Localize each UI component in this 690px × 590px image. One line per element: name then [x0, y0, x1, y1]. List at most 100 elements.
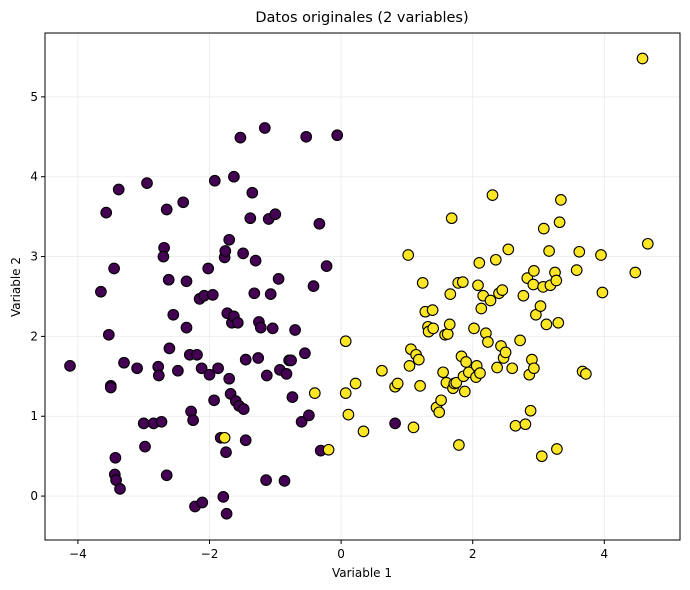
scatter-point-cluster-0 — [320, 260, 333, 272]
scatter-point-cluster-1 — [218, 431, 231, 444]
scatter-point-cluster-0 — [104, 381, 117, 394]
scatter-point-cluster-1 — [527, 278, 540, 291]
scatter-point-cluster-1 — [444, 288, 457, 300]
scatter-point-cluster-1 — [509, 419, 522, 432]
scatter-point-cluster-0 — [389, 417, 401, 430]
scatter-point-cluster-1 — [450, 376, 463, 389]
scatter-point-cluster-1 — [535, 450, 548, 463]
scatter-point-cluster-1 — [475, 302, 488, 315]
scatter-point-cluster-0 — [260, 369, 273, 382]
chart-title: Datos originales (2 variables) — [255, 10, 468, 26]
scatter-point-cluster-1 — [435, 394, 447, 407]
scatter-point-cluster-0 — [172, 364, 184, 377]
scatter-point-cluster-0 — [196, 496, 209, 509]
scatter-point-cluster-0 — [228, 170, 240, 183]
scatter-point-cluster-0 — [203, 368, 216, 381]
scatter-point-cluster-0 — [191, 348, 203, 361]
scatter-point-cluster-1 — [502, 243, 515, 256]
scatter-point-cluster-1 — [407, 421, 420, 434]
scatter-point-cluster-0 — [249, 254, 262, 267]
x-tick-label: 4 — [601, 547, 609, 561]
scatter-point-cluster-1 — [540, 318, 553, 331]
scatter-point-cluster-1 — [460, 356, 472, 368]
scatter-point-cluster-0 — [139, 440, 151, 453]
scatter-point-cluster-0 — [239, 434, 252, 447]
scatter-point-cluster-0 — [220, 507, 233, 520]
scatter-point-cluster-1 — [573, 245, 586, 258]
scatter-point-cluster-0 — [217, 491, 230, 503]
scatter-point-cluster-0 — [155, 415, 168, 428]
scatter-point-cluster-0 — [157, 250, 170, 263]
scatter-point-cluster-1 — [458, 385, 471, 398]
scatter-point-cluster-0 — [299, 347, 311, 360]
scatter-point-cluster-1 — [339, 335, 352, 348]
y-tick-label: 0 — [30, 489, 38, 503]
scatter-point-cluster-0 — [187, 414, 199, 427]
x-axis-label: Variable 1 — [332, 566, 392, 580]
scatter-point-cluster-1 — [427, 322, 440, 335]
scatter-point-cluster-0 — [64, 360, 76, 372]
grid-lines — [45, 33, 680, 540]
scatter-point-cluster-0 — [208, 394, 220, 407]
scatter-point-cluster-1 — [595, 249, 607, 261]
scatter-point-cluster-0 — [206, 289, 219, 301]
scatter-point-cluster-1 — [376, 364, 388, 377]
x-tick-label: −2 — [201, 547, 219, 561]
scatter-point-cluster-1 — [641, 237, 654, 250]
scatter-point-cluster-0 — [100, 206, 113, 219]
y-tick-label: 4 — [30, 170, 38, 184]
scatter-point-cluster-0 — [252, 352, 265, 364]
scatter-point-cluster-0 — [272, 273, 285, 285]
scatter-point-cluster-0 — [278, 475, 291, 487]
scatter-point-cluster-0 — [244, 212, 257, 225]
scatter-point-cluster-1 — [496, 284, 509, 296]
scatter-point-cluster-0 — [108, 262, 120, 275]
scatter-point-cluster-1 — [468, 322, 480, 335]
scatter-point-cluster-1 — [580, 368, 592, 380]
scatter-point-cluster-1 — [445, 212, 458, 225]
scatter-point-cluster-1 — [412, 353, 425, 366]
scatter-point-cluster-0 — [162, 273, 175, 286]
scatter-point-cluster-0 — [303, 409, 315, 422]
scatter-point-cluster-1 — [473, 257, 486, 269]
scatter-point-cluster-0 — [264, 288, 277, 300]
scatter-point-cluster-0 — [219, 245, 232, 257]
scatter-point-cluster-0 — [280, 368, 293, 380]
scatter-point-cluster-1 — [555, 194, 567, 206]
y-axis-ticks: 0 1 2 3 4 5 — [30, 90, 45, 503]
scatter-point-cluster-1 — [517, 289, 530, 302]
scatter-point-cluster-1 — [528, 362, 540, 375]
scatter-point-cluster-0 — [95, 285, 107, 298]
scatter-point-cluster-1 — [453, 439, 465, 451]
scatter-point-cluster-1 — [514, 334, 526, 347]
scatter-point-cluster-0 — [112, 183, 125, 196]
scatter-point-cluster-1 — [414, 380, 426, 392]
scatter-point-cluster-0 — [231, 316, 244, 329]
scatter-point-cluster-1 — [486, 189, 499, 201]
scatter-point-cluster-1 — [499, 346, 512, 359]
scatter-point-cluster-1 — [443, 318, 456, 331]
scatter-point-cluster-1 — [391, 377, 404, 390]
scatter-point-cluster-1 — [472, 279, 484, 292]
scatter-point-cluster-1 — [482, 336, 494, 348]
scatter-point-cluster-1 — [349, 377, 362, 390]
scatter-point-cluster-0 — [331, 129, 344, 142]
scatter-point-cluster-1 — [553, 216, 566, 229]
scatter-point-cluster-0 — [109, 451, 122, 464]
scatter-point-cluster-0 — [160, 469, 173, 482]
scatter-point-cluster-0 — [269, 208, 282, 221]
scatter-point-cluster-0 — [234, 131, 247, 144]
scatter-point-cluster-0 — [266, 322, 279, 335]
scatter-point-cluster-1 — [322, 443, 335, 456]
scatter-point-cluster-1 — [433, 406, 446, 419]
scatter-point-cluster-1 — [339, 387, 352, 399]
y-tick-label: 3 — [30, 250, 38, 264]
scatter-point-cluster-0 — [114, 483, 126, 495]
scatter-point-cluster-0 — [295, 415, 308, 428]
scatter-point-cluster-0 — [258, 122, 271, 134]
scatter-point-cluster-0 — [152, 369, 165, 382]
scatter-point-cluster-0 — [313, 217, 326, 230]
scatter-point-cluster-0 — [307, 280, 320, 292]
scatter-point-cluster-1 — [474, 367, 486, 379]
scatter-point-cluster-0 — [289, 324, 301, 336]
